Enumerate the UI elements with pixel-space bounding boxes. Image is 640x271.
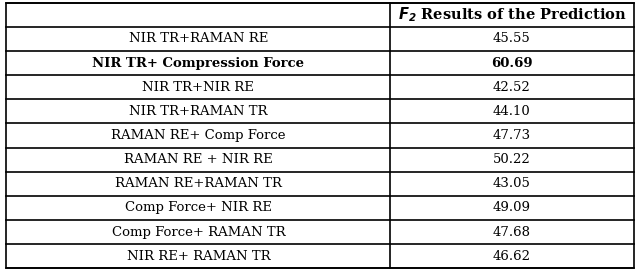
Text: 46.62: 46.62 [493,250,531,263]
Text: NIR TR+RAMAN TR: NIR TR+RAMAN TR [129,105,268,118]
Text: NIR TR+RAMAN RE: NIR TR+RAMAN RE [129,33,268,46]
Text: 42.52: 42.52 [493,81,531,94]
Text: 60.69: 60.69 [491,57,532,70]
Text: RAMAN RE + NIR RE: RAMAN RE + NIR RE [124,153,273,166]
Text: 47.68: 47.68 [493,225,531,238]
Text: NIR RE+ RAMAN TR: NIR RE+ RAMAN TR [127,250,270,263]
Text: 43.05: 43.05 [493,177,531,190]
Text: 47.73: 47.73 [493,129,531,142]
Text: Comp Force+ RAMAN TR: Comp Force+ RAMAN TR [111,225,285,238]
Text: $\bfit{F}_2$ Results of the Prediction: $\bfit{F}_2$ Results of the Prediction [397,5,627,24]
Text: 44.10: 44.10 [493,105,531,118]
Text: NIR TR+NIR RE: NIR TR+NIR RE [142,81,254,94]
Text: Comp Force+ NIR RE: Comp Force+ NIR RE [125,201,272,214]
Text: RAMAN RE+RAMAN TR: RAMAN RE+RAMAN TR [115,177,282,190]
Text: 49.09: 49.09 [493,201,531,214]
Text: 45.55: 45.55 [493,33,531,46]
Text: RAMAN RE+ Comp Force: RAMAN RE+ Comp Force [111,129,285,142]
Text: 50.22: 50.22 [493,153,531,166]
Text: NIR TR+ Compression Force: NIR TR+ Compression Force [92,57,305,70]
